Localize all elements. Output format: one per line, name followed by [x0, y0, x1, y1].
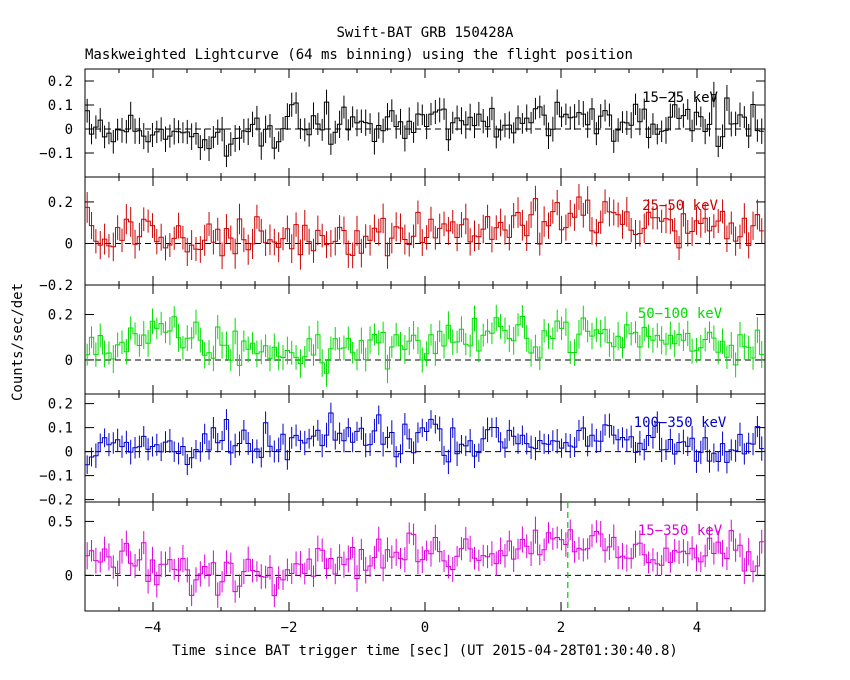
y-tick-label: 0.1: [48, 98, 73, 114]
y-tick-label: 0.2: [48, 397, 73, 413]
x-axis-label: Time since BAT trigger time [sec] (UT 20…: [172, 643, 678, 659]
panel-15-25-kev: −0.1 0 0.1 0.2 15−25 keV: [39, 68, 766, 178]
panel-100-350-kev: −0.2 −0.1 0 0.1 0.2 100−350 keV: [39, 393, 766, 509]
lightcurve-step: [85, 412, 764, 466]
x-tick-label: 4: [693, 620, 701, 636]
x-tick-label: −2: [281, 620, 298, 636]
panel-50-100-kev: 0 0.2 50−100 keV: [48, 284, 766, 395]
panel-15-350-kev: 0 0.5 15−350 keV: [48, 501, 766, 612]
panel-stack: −0.1 0 0.1 0.2 15−25 keV −0.2 0 0.2 25−50 keV 0 0.…: [39, 68, 766, 612]
y-tick-label: 0.2: [48, 195, 73, 211]
series-100-350-kev: [85, 402, 764, 476]
y-tick-label: 0.2: [48, 74, 73, 90]
y-tick-label: −0.2: [39, 278, 73, 294]
series-15-350-kev: [85, 516, 764, 608]
y-tick-label: 0.5: [48, 514, 73, 530]
lightcurve-step: [85, 529, 764, 597]
band-label: 50−100 keV: [638, 306, 723, 322]
y-tick-label: −0.2: [39, 493, 73, 509]
y-tick-label: 0: [65, 236, 73, 252]
y-axis-label: Counts/sec/det: [10, 283, 26, 401]
panel-25-50-kev: −0.2 0 0.2 25−50 keV: [39, 176, 766, 294]
x-tick-label: −4: [145, 620, 162, 636]
panel-frame: [84, 176, 766, 286]
series-25-50-kev: [85, 183, 764, 270]
lightcurve-step: [85, 94, 764, 157]
y-tick-label: 0: [65, 122, 73, 138]
panel-frame: [84, 393, 766, 503]
band-label: 25−50 keV: [642, 198, 718, 214]
y-tick-label: 0: [65, 445, 73, 461]
series-50-100-kev: [85, 304, 764, 387]
x-tick-label: 2: [557, 620, 565, 636]
y-tick-label: 0.1: [48, 421, 73, 437]
y-tick-label: −0.1: [39, 469, 73, 485]
y-tick-label: 0: [65, 353, 73, 369]
x-tick-label: 0: [421, 620, 429, 636]
chart-title: Swift-BAT GRB 150428A: [336, 25, 514, 41]
band-label: 15−350 keV: [638, 523, 723, 539]
x-tick-labels: −4 −2 0 2 4: [145, 620, 702, 636]
series-15-25-kev: [85, 81, 764, 168]
band-label: 15−25 keV: [642, 90, 718, 106]
lightcurve-step: [85, 196, 764, 257]
lightcurve-step: [85, 316, 764, 374]
chart-subtitle: Maskweighted Lightcurve (64 ms binning) …: [85, 47, 633, 63]
y-tick-label: −0.1: [39, 146, 73, 162]
y-tick-label: 0.2: [48, 308, 73, 324]
y-tick-label: 0: [65, 568, 73, 584]
band-label: 100−350 keV: [634, 415, 727, 431]
